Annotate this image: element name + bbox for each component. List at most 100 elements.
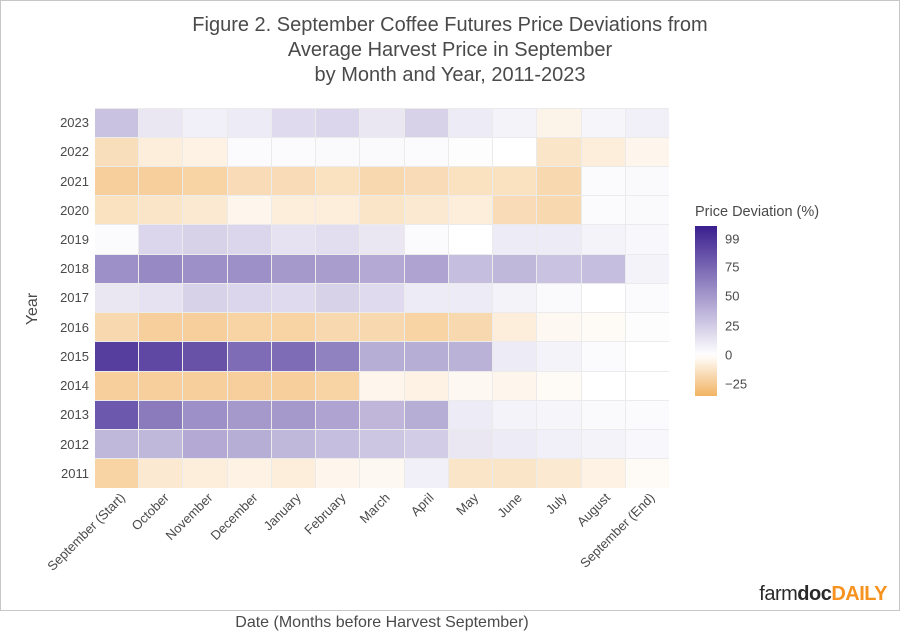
heatmap-cell [449,196,492,224]
heatmap-cell [626,138,669,166]
heatmap-cell [183,225,226,253]
heatmap-cell [626,167,669,195]
heatmap-row [95,225,669,254]
legend-ticks: 997550250−25 [717,226,725,396]
heatmap-cell [449,225,492,253]
heatmap-cell [493,284,536,312]
heatmap-cell [449,284,492,312]
heatmap-cell [95,430,138,458]
heatmap-cell [405,342,448,370]
heatmap-cell [272,167,315,195]
heatmap-cell [582,342,625,370]
heatmap-cell [95,167,138,195]
heatmap-row [95,459,669,488]
heatmap-cell [626,255,669,283]
heatmap-cell [493,225,536,253]
heatmap-cell [449,255,492,283]
heatmap-cell [183,401,226,429]
heatmap-cell [95,255,138,283]
heatmap-cell [139,196,182,224]
heatmap-cell [360,109,403,137]
heatmap-cell [95,196,138,224]
heatmap-cell [183,313,226,341]
heatmap-cell [405,284,448,312]
heatmap-cell [449,459,492,487]
heatmap-cell [449,342,492,370]
x-tick: July [537,490,581,590]
logo-part2: doc [797,583,831,605]
heatmap-cell [449,313,492,341]
heatmap-cell [228,284,271,312]
heatmap-cell [316,401,359,429]
y-tick: 2021 [60,174,89,189]
x-tick-label: March [356,490,392,526]
heatmap-cell [95,284,138,312]
heatmap-cell [405,109,448,137]
heatmap-cell [493,313,536,341]
legend-tick: 75 [725,260,739,275]
heatmap-cell [360,138,403,166]
x-tick-label: September (Start) [44,490,128,574]
heatmap-cell [405,196,448,224]
heatmap-cell [316,372,359,400]
heatmap-cell [626,430,669,458]
heatmap-cell [183,109,226,137]
heatmap-cell [626,401,669,429]
heatmap-cell [537,196,580,224]
heatmap-row [95,254,669,283]
title-line-3: by Month and Year, 2011-2023 [315,64,586,86]
y-tick: 2013 [60,407,89,422]
heatmap-cell [582,459,625,487]
heatmap-cell [316,138,359,166]
heatmap-cell [493,138,536,166]
heatmap-cell [228,196,271,224]
y-tick: 2019 [60,232,89,247]
heatmap-cell [183,284,226,312]
heatmap-cell [139,372,182,400]
logo: farmdocDAILY [759,583,887,606]
heatmap-cell [139,401,182,429]
heatmap-cell [316,284,359,312]
heatmap-cell [228,401,271,429]
heatmap-cell [316,109,359,137]
heatmap-cell [183,459,226,487]
heatmap-cell [139,342,182,370]
heatmap-cell [405,313,448,341]
x-tick-label: June [495,490,526,521]
heatmap-cell [493,430,536,458]
y-axis-title: Year [24,293,42,325]
x-tick: April [404,490,448,590]
x-tick: January [272,490,316,590]
heatmap-cell [582,255,625,283]
title-line-1: Figure 2. September Coffee Futures Price… [192,14,707,36]
heatmap-cell [626,225,669,253]
heatmap-cell [626,342,669,370]
x-tick: October [139,490,183,590]
heatmap-cell [95,372,138,400]
heatmap-cell [537,372,580,400]
x-tick: March [360,490,404,590]
heatmap-cell [449,138,492,166]
heatmap-cell [183,430,226,458]
heatmap-cell [95,138,138,166]
heatmap-cell [582,196,625,224]
heatmap-cell [405,372,448,400]
heatmap-cell [449,372,492,400]
heatmap-cell [582,372,625,400]
chart-container: Figure 2. September Coffee Futures Price… [11,11,889,600]
heatmap-cell [316,342,359,370]
heatmap-cell [95,459,138,487]
legend-tick: −25 [725,377,747,392]
heatmap-row [95,137,669,166]
heatmap-cell [360,196,403,224]
heatmap-cell [272,109,315,137]
heatmap-cell [139,109,182,137]
heatmap-cell [316,196,359,224]
heatmap-cell [183,138,226,166]
heatmap-cell [449,430,492,458]
heatmap-cell [316,167,359,195]
heatmap-cell [537,313,580,341]
x-tick-label: May [453,490,481,518]
heatmap-cell [183,167,226,195]
heatmap-cell [582,138,625,166]
